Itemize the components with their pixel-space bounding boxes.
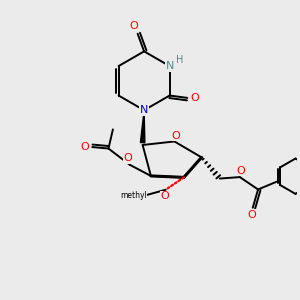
Text: O: O <box>160 191 169 201</box>
Polygon shape <box>140 110 145 143</box>
Text: O: O <box>190 93 199 103</box>
Text: O: O <box>124 153 133 163</box>
Text: O: O <box>247 210 256 220</box>
Text: N: N <box>140 105 148 115</box>
Text: H: H <box>176 55 184 64</box>
Text: O: O <box>172 130 180 141</box>
Text: O: O <box>236 166 245 176</box>
Text: O: O <box>81 142 89 152</box>
Text: O: O <box>130 21 139 31</box>
Text: methyl: methyl <box>120 190 147 200</box>
Text: N: N <box>165 61 174 71</box>
